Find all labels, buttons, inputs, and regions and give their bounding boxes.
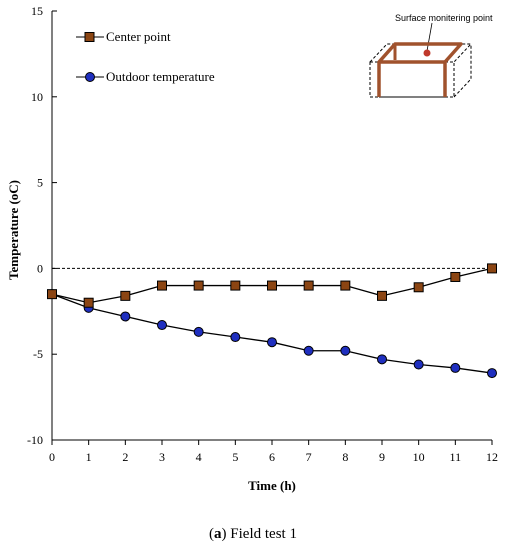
legend-marker-circle [85, 72, 95, 82]
data-point-circle [450, 362, 461, 373]
data-point-square [120, 290, 131, 301]
data-point-circle [340, 345, 351, 356]
data-point-square [487, 263, 497, 274]
y-axis-ticks: 15 10 5 0 -5 -10 [27, 4, 57, 447]
y-tick-label: 15 [31, 4, 43, 18]
data-point-circle [377, 354, 387, 365]
x-tick-label: 6 [269, 450, 275, 464]
x-tick-label: 7 [306, 450, 312, 464]
legend: Center point Outdoor temperature [76, 29, 215, 84]
data-point-circle [487, 368, 497, 379]
y-tick-label: 0 [37, 261, 43, 275]
data-point-square [193, 280, 204, 291]
data-point-circle [230, 332, 241, 343]
data-point-circle [413, 359, 424, 370]
caption-text: Field test 1 [226, 526, 297, 542]
data-point-square [157, 280, 167, 291]
series-outdoor-temperature [47, 289, 497, 379]
inset-box-front [369, 61, 455, 98]
y-axis-title: Temperature (oC) [6, 180, 21, 280]
inset-label: Surface monitering point [395, 13, 493, 23]
data-point-square [413, 282, 424, 293]
x-tick-label: 5 [232, 450, 238, 464]
data-point-square [303, 280, 314, 291]
x-tick-label: 12 [486, 450, 498, 464]
series-line [51, 293, 493, 374]
y-tick-label: -5 [33, 347, 43, 361]
data-point-square [340, 280, 351, 291]
x-tick-label: 9 [379, 450, 385, 464]
x-tick-label: 0 [49, 450, 55, 464]
legend-item-center-point: Center point [76, 29, 171, 44]
data-point-square [450, 271, 461, 282]
data-point-circle [267, 337, 277, 348]
legend-label-outdoor-temperature: Outdoor temperature [106, 69, 215, 84]
legend-item-outdoor-temperature: Outdoor temperature [76, 69, 215, 84]
data-point-square [267, 280, 277, 291]
x-axis-title: Time (h) [248, 478, 296, 493]
y-tick-label: 10 [31, 90, 43, 104]
x-tick-label: 11 [450, 450, 462, 464]
x-tick-label: 8 [342, 450, 348, 464]
data-point-square [230, 280, 241, 291]
data-point-circle [120, 311, 131, 322]
data-point-circle [157, 320, 167, 331]
data-point-square [377, 290, 387, 301]
inset-monitoring-point [423, 49, 431, 57]
data-point-square [83, 297, 94, 308]
x-tick-label: 10 [413, 450, 425, 464]
inset-pointer-line [426, 22, 433, 52]
y-tick-label: 5 [37, 176, 43, 190]
inset-frame [377, 42, 463, 97]
x-tick-label: 3 [159, 450, 165, 464]
caption-letter: a [214, 526, 222, 542]
x-tick-label: 1 [86, 450, 92, 464]
inset-box [369, 42, 473, 98]
legend-label-center-point: Center point [106, 29, 171, 44]
series-center-point [47, 263, 497, 308]
figure-caption: (a) Field test 1 [209, 526, 297, 542]
data-point-circle [193, 326, 204, 337]
y-tick-label: -10 [27, 433, 43, 447]
legend-marker-square [84, 32, 95, 42]
x-tick-label: 2 [122, 450, 128, 464]
data-point-square [47, 289, 57, 300]
inset-diagram: Surface monitering point [369, 13, 493, 98]
series-layer [47, 263, 497, 379]
x-tick-label: 4 [196, 450, 202, 464]
inset-box-side [453, 44, 472, 98]
data-point-circle [303, 345, 314, 356]
x-axis-ticks: 0 1 2 3 4 5 6 7 8 9 10 11 12 [49, 440, 498, 464]
